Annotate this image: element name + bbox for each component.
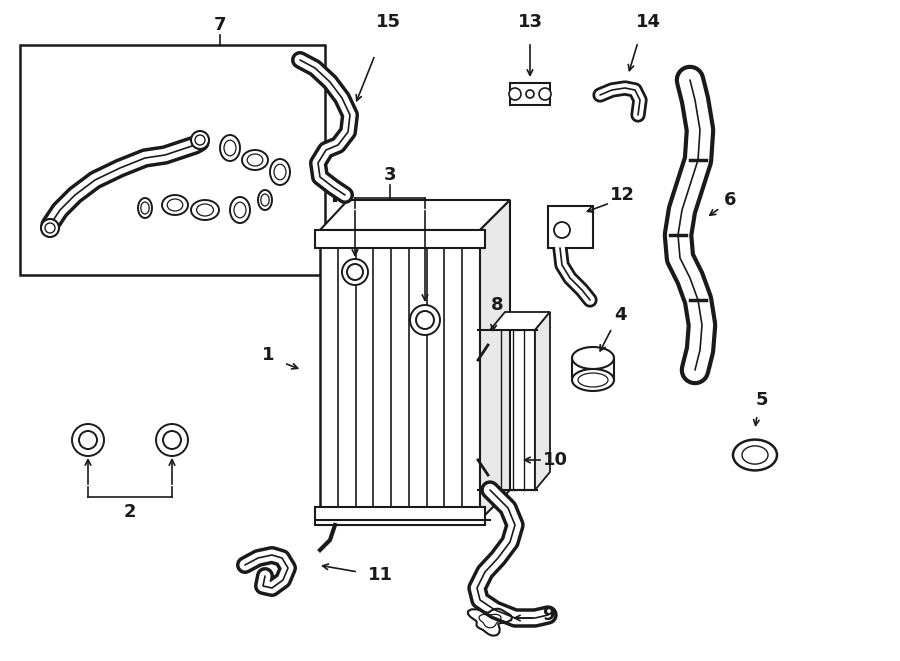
Text: 2: 2 [124, 503, 136, 521]
Circle shape [416, 311, 434, 329]
Polygon shape [490, 312, 550, 330]
Ellipse shape [261, 194, 269, 206]
Ellipse shape [138, 198, 152, 218]
Text: 7: 7 [214, 16, 226, 34]
Circle shape [342, 259, 368, 285]
Text: 12: 12 [609, 186, 634, 204]
Circle shape [163, 431, 181, 449]
Text: 5: 5 [756, 391, 769, 409]
Polygon shape [320, 200, 510, 230]
Polygon shape [535, 312, 550, 490]
Circle shape [72, 424, 104, 456]
Text: 8: 8 [491, 296, 503, 314]
Bar [20, 45, 325, 275]
Text: 10: 10 [543, 451, 568, 469]
Circle shape [509, 88, 521, 100]
Ellipse shape [234, 202, 246, 218]
Ellipse shape [230, 197, 250, 223]
Ellipse shape [242, 150, 268, 170]
Circle shape [79, 431, 97, 449]
Circle shape [45, 223, 55, 233]
Circle shape [195, 135, 205, 145]
Circle shape [347, 264, 363, 280]
Text: 3: 3 [383, 166, 396, 184]
Ellipse shape [733, 440, 777, 471]
Text: 15: 15 [375, 13, 401, 31]
Bar [510, 83, 550, 105]
Circle shape [554, 222, 570, 238]
Ellipse shape [572, 369, 614, 391]
Ellipse shape [578, 373, 608, 387]
Text: 11: 11 [367, 566, 392, 584]
Bar [548, 206, 593, 248]
Ellipse shape [274, 164, 286, 180]
Ellipse shape [224, 140, 236, 156]
Circle shape [156, 424, 188, 456]
Ellipse shape [742, 446, 768, 464]
Ellipse shape [248, 154, 263, 166]
Circle shape [410, 305, 440, 335]
Text: 4: 4 [614, 306, 626, 324]
Text: 6: 6 [724, 191, 736, 209]
Polygon shape [320, 230, 480, 520]
Ellipse shape [258, 190, 272, 210]
Text: 9: 9 [542, 606, 554, 624]
Text: 14: 14 [635, 13, 661, 31]
Polygon shape [480, 200, 510, 520]
Text: 13: 13 [518, 13, 543, 31]
Ellipse shape [191, 200, 219, 220]
Bar [315, 507, 485, 525]
Ellipse shape [572, 347, 614, 369]
Bar [572, 358, 614, 380]
Ellipse shape [167, 199, 183, 211]
Circle shape [191, 131, 209, 149]
Bar [315, 230, 485, 248]
Ellipse shape [270, 159, 290, 185]
Ellipse shape [220, 135, 240, 161]
Circle shape [539, 88, 551, 100]
Ellipse shape [196, 204, 213, 216]
Bar [490, 330, 535, 490]
Ellipse shape [140, 202, 149, 214]
Circle shape [526, 90, 534, 98]
Text: 1: 1 [262, 346, 274, 364]
Ellipse shape [162, 195, 188, 215]
Circle shape [41, 219, 59, 237]
